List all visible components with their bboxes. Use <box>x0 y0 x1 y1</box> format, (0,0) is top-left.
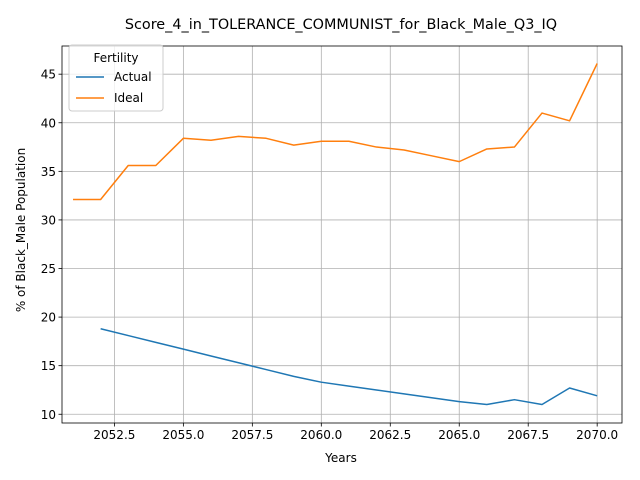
x-tick-label: 2065.0 <box>438 428 480 442</box>
legend: Fertility Actual Ideal <box>68 44 164 112</box>
chart-title: Score_4_in_TOLERANCE_COMMUNIST_for_Black… <box>125 17 557 33</box>
x-axis-label: Years <box>324 451 357 465</box>
y-axis-label: % of Black_Male Population <box>14 148 28 312</box>
y-tick-label: 10 <box>41 408 56 422</box>
x-tick-label: 2055.0 <box>162 428 204 442</box>
axes-frame <box>61 45 623 424</box>
y-tick-label: 40 <box>41 116 56 130</box>
x-tick-label: 2062.5 <box>369 428 411 442</box>
series-line-actual <box>100 328 598 406</box>
y-tick-label: 30 <box>41 213 56 227</box>
x-axis-ticks: 2052.5 2055.0 2057.5 2060.0 2062.5 2065.0 2067… <box>93 423 618 442</box>
plot-area-border <box>61 45 623 424</box>
y-tick-label: 45 <box>41 68 56 82</box>
x-tick-label: 2070.0 <box>576 428 618 442</box>
legend-label-ideal: Ideal <box>114 91 143 105</box>
x-tick-label: 2057.5 <box>231 428 273 442</box>
y-tick-label: 15 <box>41 359 56 373</box>
y-axis-ticks: 10 15 20 25 30 35 40 45 <box>41 68 62 422</box>
y-tick-label: 35 <box>41 165 56 179</box>
legend-title: Fertility <box>93 51 138 65</box>
x-tick-label: 2060.0 <box>300 428 342 442</box>
x-tick-label: 2052.5 <box>93 428 135 442</box>
y-tick-label: 20 <box>41 311 56 325</box>
series-group <box>73 63 598 406</box>
x-tick-label: 2067.5 <box>507 428 549 442</box>
y-tick-label: 25 <box>41 262 56 276</box>
series-line-ideal <box>73 63 598 201</box>
legend-box <box>68 44 164 112</box>
legend-label-actual: Actual <box>114 70 152 84</box>
grid <box>62 46 622 423</box>
